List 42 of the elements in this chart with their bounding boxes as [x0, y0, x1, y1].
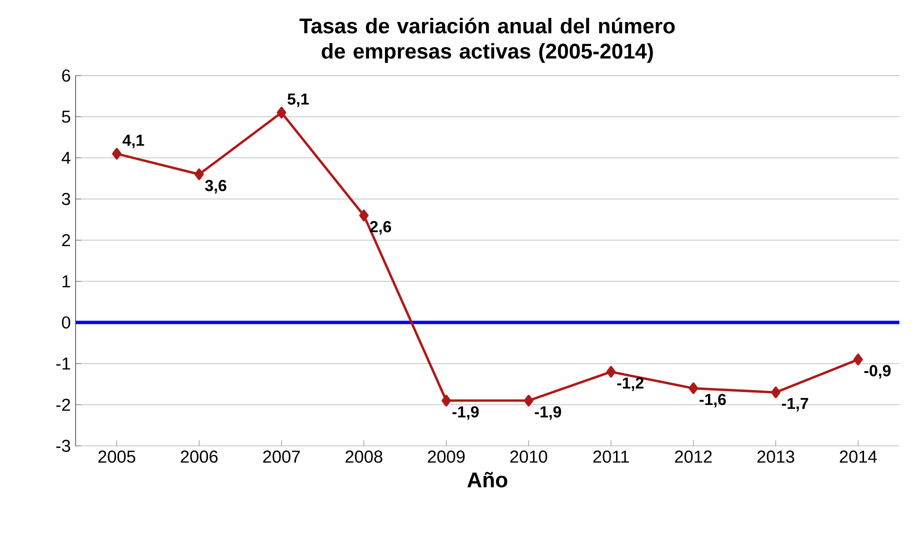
y-tick-label: 1: [62, 276, 70, 288]
y-tick-label: 2: [62, 234, 70, 246]
data-label: 5,1: [288, 94, 309, 108]
data-label: 4,1: [122, 134, 144, 148]
x-tick-label: 2007: [263, 450, 300, 464]
point: [359, 210, 369, 222]
point: [194, 168, 204, 180]
y-tick-label: -3: [56, 440, 70, 452]
x-tick-label: 2014: [840, 450, 877, 464]
x-tick-label: 2006: [180, 450, 218, 464]
x-tick-label: 2012: [675, 450, 712, 464]
x-tick-label: 2008: [346, 450, 382, 464]
y-tick-label: -1: [56, 358, 70, 370]
y-tick-label: 3: [62, 193, 70, 206]
point: [688, 382, 698, 394]
x-tick-label: 2005: [98, 450, 136, 464]
y-tick-label: 5: [62, 110, 70, 123]
data-label: 3,6: [205, 180, 226, 194]
data-label: -1,9: [534, 406, 562, 420]
x-tick-label: 2010: [510, 450, 548, 464]
x-tick-label: 2011: [593, 450, 629, 464]
data-label: -1,6: [700, 394, 726, 408]
data-label: -1,9: [452, 406, 479, 420]
y-tick-label: 6: [62, 70, 70, 82]
point: [524, 394, 534, 407]
x-axis-title: Año: [467, 472, 508, 488]
chart-title: Tasas de variación anual del número de empresas activas (2005-2014): [300, 18, 675, 64]
data-label: -1,2: [617, 378, 644, 392]
data-label: -1,7: [782, 398, 808, 412]
point: [442, 394, 451, 407]
point: [853, 354, 863, 366]
point: [112, 148, 122, 160]
data-label: -0,9: [864, 365, 891, 379]
x-tick-label: 2009: [428, 450, 465, 464]
y-tick-label: 0: [62, 316, 70, 329]
point: [606, 366, 616, 378]
point: [771, 386, 780, 398]
y-tick-label: 4: [62, 152, 70, 164]
y-tick-label: -2: [56, 398, 70, 411]
data-label: 2,6: [370, 221, 392, 235]
x-tick-label: 2013: [757, 450, 794, 464]
point: [276, 106, 286, 119]
